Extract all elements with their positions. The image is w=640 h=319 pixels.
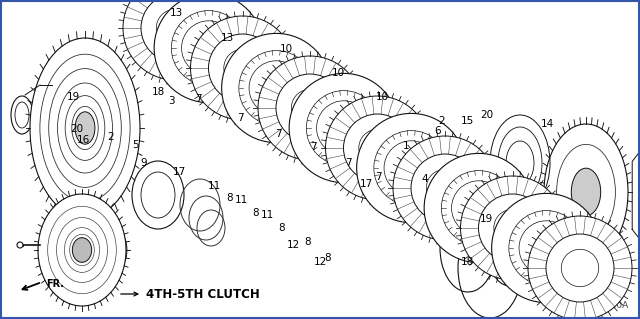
- Ellipse shape: [75, 112, 95, 144]
- Text: 7: 7: [275, 129, 282, 139]
- Text: 10: 10: [376, 92, 389, 102]
- Text: 8: 8: [226, 193, 232, 203]
- Text: 11: 11: [261, 210, 274, 220]
- Text: 7: 7: [310, 142, 317, 152]
- Text: 8: 8: [278, 223, 285, 233]
- Ellipse shape: [72, 238, 92, 262]
- Text: 4: 4: [422, 174, 428, 184]
- Text: 12: 12: [314, 256, 326, 267]
- Ellipse shape: [38, 194, 126, 306]
- Ellipse shape: [384, 141, 438, 195]
- Text: 4TH-5TH CLUTCH: 4TH-5TH CLUTCH: [146, 287, 260, 300]
- Ellipse shape: [546, 234, 614, 302]
- Ellipse shape: [156, 9, 194, 47]
- Text: 1: 1: [403, 141, 410, 151]
- Text: 7: 7: [376, 172, 382, 182]
- Ellipse shape: [326, 96, 429, 200]
- Ellipse shape: [561, 249, 598, 287]
- Text: 16: 16: [77, 135, 90, 145]
- Ellipse shape: [492, 193, 601, 303]
- Ellipse shape: [494, 209, 531, 247]
- Ellipse shape: [141, 0, 209, 62]
- Ellipse shape: [276, 74, 344, 142]
- Ellipse shape: [141, 172, 175, 218]
- Text: 18: 18: [152, 87, 164, 97]
- Ellipse shape: [317, 101, 371, 155]
- Ellipse shape: [393, 136, 497, 240]
- Text: 7: 7: [237, 113, 243, 123]
- Ellipse shape: [291, 89, 329, 127]
- Text: 20: 20: [70, 124, 83, 134]
- Ellipse shape: [479, 194, 547, 262]
- Text: 9: 9: [141, 158, 147, 168]
- Ellipse shape: [123, 0, 227, 80]
- Ellipse shape: [461, 176, 564, 280]
- Text: 6: 6: [435, 126, 441, 136]
- Text: 2: 2: [438, 115, 445, 126]
- Text: TA04A1430A: TA04A1430A: [571, 301, 628, 310]
- Text: 2: 2: [108, 131, 114, 142]
- Ellipse shape: [115, 234, 127, 265]
- Ellipse shape: [258, 56, 362, 160]
- Text: 10: 10: [280, 44, 293, 55]
- Ellipse shape: [209, 34, 276, 102]
- Ellipse shape: [154, 0, 263, 103]
- Ellipse shape: [544, 124, 628, 260]
- Ellipse shape: [11, 96, 33, 134]
- Ellipse shape: [182, 21, 236, 75]
- Text: 19: 19: [67, 92, 80, 102]
- Ellipse shape: [411, 154, 479, 222]
- Text: 13: 13: [221, 33, 234, 43]
- Text: 7: 7: [195, 94, 202, 104]
- Ellipse shape: [132, 161, 184, 229]
- Ellipse shape: [519, 221, 573, 275]
- Ellipse shape: [572, 168, 601, 216]
- Ellipse shape: [224, 49, 261, 87]
- Ellipse shape: [344, 114, 412, 182]
- Text: 8: 8: [324, 253, 331, 263]
- Text: 8: 8: [253, 208, 259, 218]
- Text: 12: 12: [287, 240, 300, 250]
- Ellipse shape: [15, 102, 29, 128]
- Text: 20: 20: [480, 110, 493, 120]
- Text: FR.: FR.: [46, 279, 64, 289]
- Ellipse shape: [477, 190, 503, 230]
- Text: 11: 11: [236, 195, 248, 205]
- Text: 13: 13: [170, 8, 182, 18]
- Ellipse shape: [359, 129, 396, 167]
- Ellipse shape: [462, 172, 498, 228]
- Text: 17: 17: [360, 179, 373, 189]
- Ellipse shape: [289, 73, 398, 182]
- Text: 3: 3: [168, 96, 175, 107]
- Ellipse shape: [356, 113, 466, 223]
- Text: 7: 7: [346, 158, 352, 168]
- Ellipse shape: [436, 171, 480, 239]
- Polygon shape: [632, 148, 640, 243]
- Text: 17: 17: [173, 167, 186, 177]
- Text: 15: 15: [461, 115, 474, 126]
- Text: 8: 8: [304, 237, 310, 248]
- Text: 18: 18: [461, 256, 474, 267]
- Ellipse shape: [424, 153, 533, 263]
- Ellipse shape: [17, 242, 23, 248]
- Text: 11: 11: [208, 181, 221, 191]
- Ellipse shape: [452, 181, 506, 235]
- Text: 19: 19: [480, 214, 493, 225]
- Ellipse shape: [528, 216, 632, 319]
- Ellipse shape: [426, 169, 464, 207]
- Text: 10: 10: [332, 68, 344, 78]
- Ellipse shape: [221, 33, 331, 143]
- Ellipse shape: [30, 38, 140, 218]
- Text: 5: 5: [132, 140, 139, 150]
- Text: 14: 14: [541, 119, 554, 129]
- Ellipse shape: [249, 61, 303, 115]
- Ellipse shape: [191, 16, 294, 120]
